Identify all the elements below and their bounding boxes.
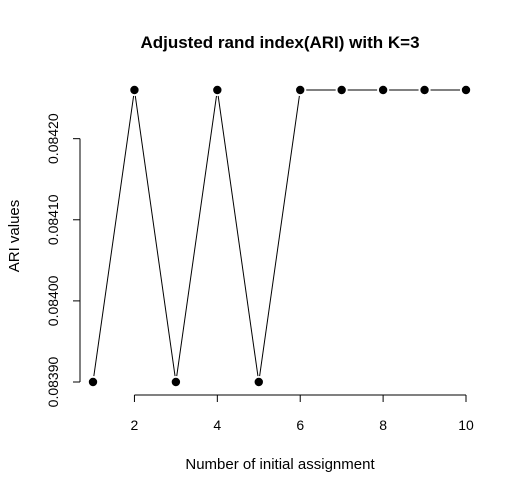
data-point	[255, 378, 263, 386]
y-tick-label: 0.08390	[45, 356, 61, 407]
x-tick-label: 8	[379, 417, 387, 433]
data-point	[462, 86, 470, 94]
y-tick-label: 0.08400	[45, 275, 61, 326]
data-point	[172, 378, 180, 386]
chart-title: Adjusted rand index(ARI) with K=3	[140, 33, 419, 52]
data-point	[213, 86, 221, 94]
series-segment	[177, 96, 217, 376]
y-axis-label: ARI values	[6, 200, 23, 273]
data-point	[379, 86, 387, 94]
y-tick-label: 0.08420	[45, 113, 61, 164]
data-point	[296, 86, 304, 94]
x-tick-label: 10	[458, 417, 474, 433]
x-tick-label: 2	[131, 417, 139, 433]
y-tick-label: 0.08410	[45, 194, 61, 245]
data-point	[337, 86, 345, 94]
x-tick-label: 6	[296, 417, 304, 433]
series-segment	[135, 96, 175, 376]
series-segment	[94, 96, 134, 376]
x-tick-label: 4	[213, 417, 221, 433]
series-segment	[218, 96, 258, 376]
data-point	[420, 86, 428, 94]
data-point	[89, 378, 97, 386]
x-axis-label: Number of initial assignment	[185, 456, 375, 473]
data-point	[130, 86, 138, 94]
series-segment	[260, 96, 300, 376]
series-layer	[94, 90, 460, 376]
chart-frame: Adjusted rand index(ARI) with K=3 Number…	[6, 33, 420, 473]
